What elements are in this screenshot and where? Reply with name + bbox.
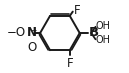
Text: B: B (89, 26, 99, 39)
Text: O: O (27, 41, 36, 54)
Text: N: N (27, 26, 37, 39)
Text: +: + (30, 26, 37, 35)
Text: OH: OH (96, 21, 111, 31)
Text: −O: −O (6, 26, 26, 39)
Text: F: F (66, 57, 73, 70)
Text: OH: OH (96, 35, 111, 45)
Text: F: F (73, 4, 80, 17)
